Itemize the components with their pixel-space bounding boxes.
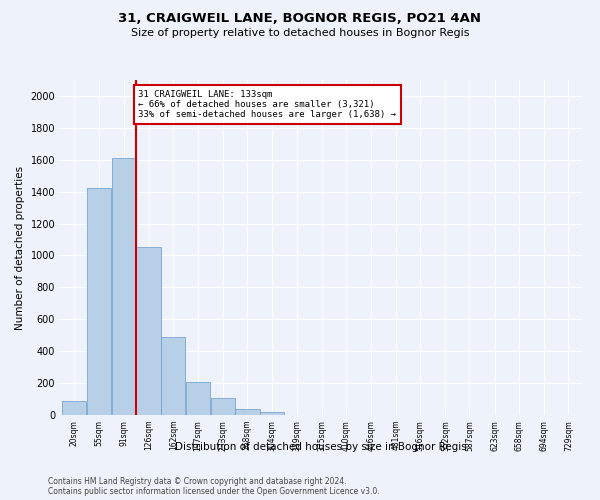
Bar <box>235 408 260 415</box>
Y-axis label: Number of detached properties: Number of detached properties <box>15 166 25 330</box>
Text: Distribution of detached houses by size in Bognor Regis: Distribution of detached houses by size … <box>175 442 467 452</box>
Bar <box>186 382 210 415</box>
Text: Contains HM Land Registry data © Crown copyright and database right 2024.: Contains HM Land Registry data © Crown c… <box>48 478 347 486</box>
Bar <box>136 248 161 415</box>
Text: Contains public sector information licensed under the Open Government Licence v3: Contains public sector information licen… <box>48 488 380 496</box>
Bar <box>161 337 185 415</box>
Bar <box>112 158 136 415</box>
Text: Size of property relative to detached houses in Bognor Regis: Size of property relative to detached ho… <box>131 28 469 38</box>
Text: 31, CRAIGWEIL LANE, BOGNOR REGIS, PO21 4AN: 31, CRAIGWEIL LANE, BOGNOR REGIS, PO21 4… <box>119 12 482 26</box>
Bar <box>87 188 111 415</box>
Text: 31 CRAIGWEIL LANE: 133sqm
← 66% of detached houses are smaller (3,321)
33% of se: 31 CRAIGWEIL LANE: 133sqm ← 66% of detac… <box>138 90 396 120</box>
Bar <box>62 402 86 415</box>
Bar <box>211 398 235 415</box>
Bar <box>260 412 284 415</box>
